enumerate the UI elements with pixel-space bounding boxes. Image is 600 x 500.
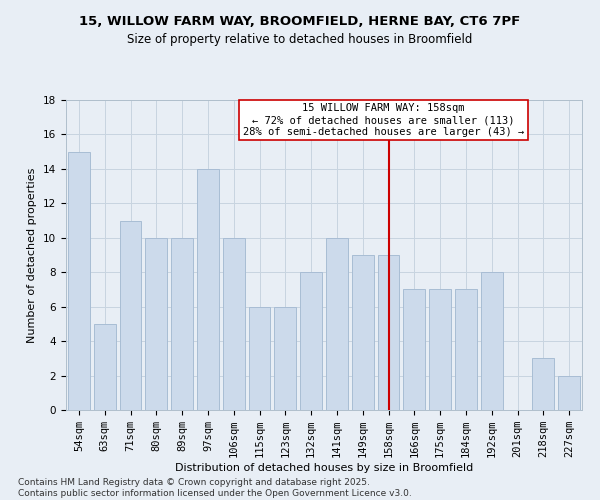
Text: 15, WILLOW FARM WAY, BROOMFIELD, HERNE BAY, CT6 7PF: 15, WILLOW FARM WAY, BROOMFIELD, HERNE B… [79, 15, 521, 28]
Bar [274, 306, 296, 410]
Bar [403, 290, 425, 410]
Text: 15 WILLOW FARM WAY: 158sqm
← 72% of detached houses are smaller (113)
28% of sem: 15 WILLOW FARM WAY: 158sqm ← 72% of deta… [243, 104, 524, 136]
Bar [300, 272, 322, 410]
Bar [119, 220, 142, 410]
Bar [532, 358, 554, 410]
Bar [145, 238, 167, 410]
Bar [94, 324, 116, 410]
Bar [429, 290, 451, 410]
Bar [223, 238, 245, 410]
Bar [197, 169, 219, 410]
Bar [171, 238, 193, 410]
Bar [326, 238, 348, 410]
Bar [481, 272, 503, 410]
Bar [248, 306, 271, 410]
Bar [558, 376, 580, 410]
Bar [377, 255, 400, 410]
Text: Contains HM Land Registry data © Crown copyright and database right 2025.
Contai: Contains HM Land Registry data © Crown c… [18, 478, 412, 498]
Text: Size of property relative to detached houses in Broomfield: Size of property relative to detached ho… [127, 32, 473, 46]
Y-axis label: Number of detached properties: Number of detached properties [28, 168, 37, 342]
Bar [68, 152, 90, 410]
Bar [455, 290, 477, 410]
Bar [352, 255, 374, 410]
X-axis label: Distribution of detached houses by size in Broomfield: Distribution of detached houses by size … [175, 463, 473, 473]
